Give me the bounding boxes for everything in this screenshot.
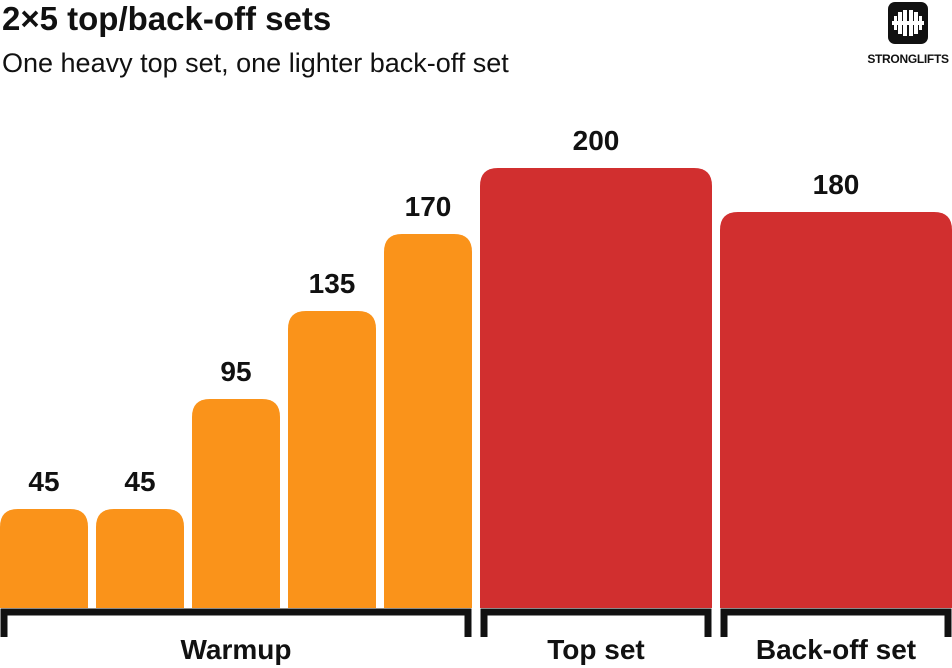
group-bracket: [480, 608, 712, 637]
stronglifts-logo: STRONGLIFTS: [864, 0, 952, 70]
chart-title: 2×5 top/back-off sets: [2, 0, 332, 37]
bar-6: [480, 168, 712, 608]
bar-value-label: 180: [813, 169, 860, 200]
bar-1: [0, 509, 88, 608]
bar-value-label: 135: [309, 268, 356, 299]
bar-value-label: 200: [573, 125, 620, 156]
bar-7: [720, 212, 952, 608]
bar-value-label: 45: [124, 466, 155, 497]
bar-value-label: 45: [28, 466, 59, 497]
bar-value-label: 170: [405, 191, 452, 222]
group-bracket: [720, 608, 952, 637]
group-label: Top set: [547, 634, 644, 665]
chart-subtitle: One heavy top set, one lighter back-off …: [2, 48, 509, 78]
group-label: Warmup: [181, 634, 292, 665]
bar-4: [288, 311, 376, 608]
bar-2: [96, 509, 184, 608]
group-bracket: [0, 608, 472, 637]
group-label: Back-off set: [756, 634, 916, 665]
bar-value-label: 95: [220, 356, 251, 387]
logo-text: STRONGLIFTS: [867, 52, 949, 66]
barbell-icon: [888, 2, 928, 44]
bar-3: [192, 399, 280, 608]
bar-5: [384, 234, 472, 608]
